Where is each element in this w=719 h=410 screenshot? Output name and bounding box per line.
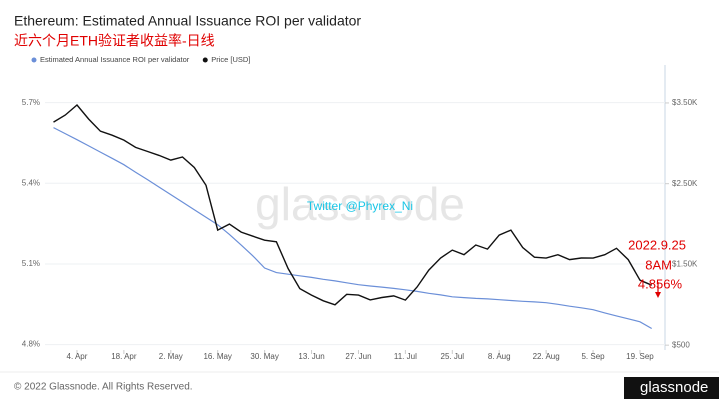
- annotation: Twitter @Phyrex_Ni: [307, 199, 413, 213]
- series-line: [53, 127, 652, 330]
- annotation: 8AM: [645, 257, 672, 272]
- legend-label: Price [USD]: [211, 55, 250, 64]
- x-tick-label: 8. Aug: [488, 352, 511, 361]
- annotation: 2022.9.25: [628, 237, 686, 252]
- y2-tick-label: $3.50K: [672, 98, 698, 107]
- chart-subtitle: 近六个月ETH验证者收益率-日线: [14, 33, 215, 49]
- legend-marker: [31, 57, 37, 63]
- y-tick-label: 5.7%: [22, 98, 40, 107]
- series-line: [53, 104, 652, 306]
- y-tick-label: 5.4%: [22, 178, 40, 187]
- y2-tick-label: $500: [672, 340, 690, 349]
- x-tick-label: 25. Jul: [441, 352, 465, 361]
- logo-bg: [624, 377, 719, 399]
- x-tick-label: 13. Jun: [298, 352, 324, 361]
- x-tick-label: 30. May: [250, 352, 278, 361]
- y2-tick-label: $1.50K: [672, 260, 698, 269]
- y-tick-label: 4.8%: [22, 340, 40, 349]
- x-tick-label: 22. Aug: [533, 352, 560, 361]
- logo: glassnode: [640, 379, 708, 396]
- annotation: 4.856%: [638, 276, 683, 291]
- arrow-head: [655, 292, 661, 298]
- x-tick-label: 18. Apr: [111, 352, 137, 361]
- x-tick-label: 11. Jul: [394, 352, 417, 361]
- legend-marker: [202, 57, 208, 63]
- watermark: glassnode: [255, 178, 465, 230]
- footer: © 2022 Glassnode. All Rights Reserved.: [14, 382, 193, 393]
- x-tick-label: 19. Sep: [626, 352, 654, 361]
- chart-title: Ethereum: Estimated Annual Issuance ROI …: [14, 13, 361, 29]
- legend-label: Estimated Annual Issuance ROI per valida…: [40, 55, 190, 64]
- x-tick-label: 5. Sep: [581, 352, 605, 361]
- x-tick-label: 16. May: [203, 352, 231, 361]
- y2-tick-label: $2.50K: [672, 179, 698, 188]
- x-tick-label: 27. Jun: [345, 352, 371, 361]
- x-tick-label: 2. May: [159, 352, 183, 361]
- x-tick-label: 4. Apr: [67, 352, 88, 361]
- y-tick-label: 5.1%: [22, 259, 40, 268]
